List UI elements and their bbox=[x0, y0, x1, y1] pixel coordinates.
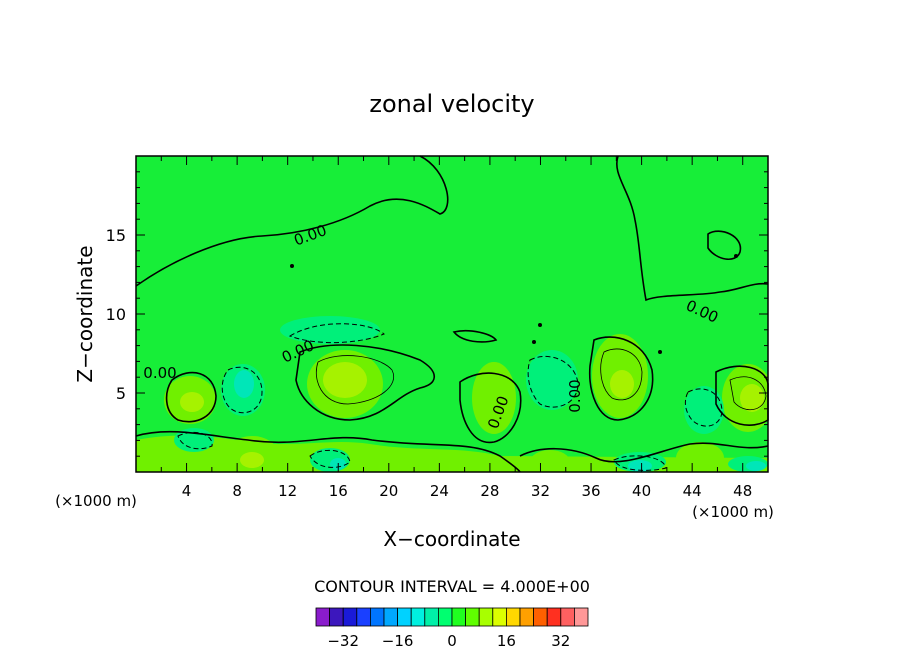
colorbar-labels: −32 −16 0 16 32 bbox=[327, 632, 570, 650]
colorbar-swatch bbox=[437, 607, 453, 627]
colorbar-swatch bbox=[383, 607, 399, 627]
colorbar bbox=[315, 607, 589, 627]
x-tick-label: 16 bbox=[329, 482, 348, 500]
negative-cell bbox=[684, 386, 724, 434]
contour-line-negative bbox=[177, 431, 213, 450]
near-surface-band bbox=[136, 435, 768, 472]
contour-speck bbox=[734, 254, 738, 258]
x-tick-label: 36 bbox=[581, 482, 600, 500]
colorbar-swatch bbox=[560, 607, 575, 627]
positive-cell bbox=[136, 452, 180, 472]
contour-speck bbox=[532, 340, 536, 344]
positive-cell bbox=[676, 442, 724, 472]
colorbar-tick-label: 32 bbox=[551, 632, 570, 650]
y-tick-label: 5 bbox=[116, 384, 126, 403]
colorbar-swatch bbox=[329, 607, 344, 627]
colorbar-swatch bbox=[397, 607, 412, 627]
chart-title: zonal velocity bbox=[369, 90, 534, 118]
x-tick-label: 8 bbox=[232, 482, 242, 500]
negative-cell bbox=[280, 316, 380, 344]
colorbar-swatch bbox=[451, 607, 467, 627]
contour-line-zero bbox=[616, 155, 769, 302]
y-tick-label: 10 bbox=[106, 305, 126, 324]
strong-positive-cell bbox=[610, 370, 634, 398]
colorbar-swatch bbox=[465, 607, 480, 627]
contour-interval-text: CONTOUR INTERVAL = 4.000E+00 bbox=[314, 577, 590, 596]
contour-line-positive bbox=[729, 376, 767, 410]
x-tick-label: 44 bbox=[683, 482, 702, 500]
contour-line-zero bbox=[588, 336, 654, 421]
contour-line-zero bbox=[707, 230, 742, 260]
colorbar-tick-label: 0 bbox=[447, 632, 457, 650]
contour-speck bbox=[290, 264, 294, 268]
colorbar-swatch bbox=[424, 607, 439, 627]
colorbar-tick-label: −16 bbox=[382, 632, 414, 650]
contour-line-positive bbox=[600, 348, 643, 401]
contour-line-zero bbox=[295, 344, 436, 421]
strong-positive-cell bbox=[740, 384, 764, 412]
field-background bbox=[136, 156, 768, 472]
contour-lines bbox=[135, 155, 769, 473]
strong-positive-cell bbox=[240, 452, 264, 468]
colorbar-swatch bbox=[410, 607, 426, 627]
contour-line-negative bbox=[288, 323, 385, 343]
x-tick-label: 20 bbox=[379, 482, 398, 500]
strong-negative-cell bbox=[628, 460, 652, 472]
contour-line-negative bbox=[527, 355, 579, 408]
colorbar-swatch bbox=[315, 607, 331, 627]
y-axis-label: Z−coordinate bbox=[73, 245, 97, 382]
colorbar-swatch bbox=[492, 607, 507, 627]
x-tick-label: 12 bbox=[278, 482, 297, 500]
contour-line-zero bbox=[452, 329, 498, 343]
contour-line-zero bbox=[135, 430, 521, 473]
colorbar-swatch bbox=[369, 607, 385, 627]
contour-line-negative bbox=[684, 388, 723, 427]
contour-line-zero bbox=[519, 442, 769, 463]
x-unit-label-left: (×1000 m) bbox=[55, 492, 137, 510]
colorbar-tick-label: 16 bbox=[497, 632, 516, 650]
y-tick-labels: 5 10 15 bbox=[106, 226, 126, 403]
strong-positive-cell bbox=[180, 392, 204, 412]
x-tick-label: 28 bbox=[480, 482, 499, 500]
strong-negative-cell bbox=[234, 370, 254, 398]
y-tick-label: 15 bbox=[106, 226, 126, 245]
strong-positive-cell bbox=[323, 362, 367, 398]
colorbar-swatch bbox=[546, 607, 562, 627]
x-tick-labels: 4 8 12 16 20 24 28 32 36 40 44 48 bbox=[182, 482, 752, 500]
negative-cell bbox=[310, 448, 350, 472]
colorbar-swatch bbox=[533, 607, 548, 627]
contour-label: 0.00 bbox=[143, 364, 176, 382]
x-tick-label: 48 bbox=[733, 482, 752, 500]
contour-line-negative bbox=[221, 366, 263, 414]
negative-cell bbox=[526, 350, 578, 410]
contour-speck bbox=[658, 350, 662, 354]
colorbar-swatch bbox=[519, 607, 535, 627]
colorbar-swatch bbox=[478, 607, 494, 627]
positive-cell bbox=[472, 362, 516, 434]
colorbar-swatch bbox=[356, 607, 371, 627]
colorbar-swatch bbox=[505, 607, 521, 627]
contour-speck bbox=[538, 323, 542, 327]
colorbar-swatch bbox=[574, 607, 589, 627]
positive-cell bbox=[530, 450, 570, 472]
x-axis-label: X−coordinate bbox=[383, 527, 520, 551]
plot-area: 0.000.000.000.000.00 0.00 bbox=[135, 155, 769, 473]
x-tick-label: 32 bbox=[531, 482, 550, 500]
x-tick-label: 24 bbox=[430, 482, 449, 500]
frame-ticks bbox=[135, 155, 769, 472]
contour-line-zero bbox=[165, 371, 217, 423]
colorbar-swatch bbox=[342, 607, 358, 627]
x-unit-label-right: (×1000 m) bbox=[692, 503, 774, 521]
strong-negative-cell bbox=[746, 461, 766, 471]
contour-line-zero bbox=[135, 155, 449, 287]
x-tick-label: 40 bbox=[632, 482, 651, 500]
contour-line-positive bbox=[315, 355, 394, 405]
colorbar-tick-label: −32 bbox=[327, 632, 359, 650]
contour-line-zero bbox=[459, 372, 522, 444]
contour-line-negative bbox=[613, 455, 667, 471]
x-tick-label: 4 bbox=[182, 482, 192, 500]
positive-cell bbox=[422, 452, 458, 472]
contour-label: 0.00 bbox=[566, 379, 584, 412]
